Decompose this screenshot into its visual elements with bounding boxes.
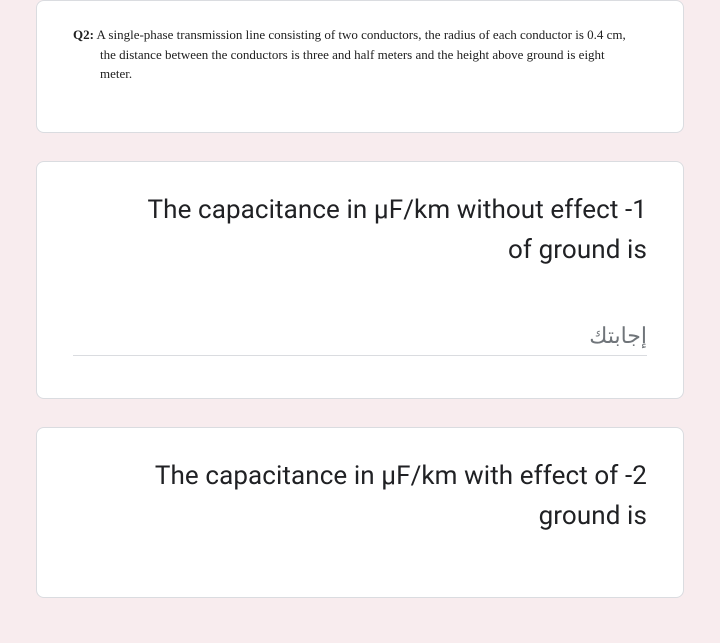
question-1-line-2: of ground is <box>508 235 647 265</box>
problem-card: Q2: A single-phase transmission line con… <box>36 0 684 133</box>
answer-row-1 <box>73 318 647 356</box>
question-2-line-1: The capacitance in μF/km with effect of … <box>155 461 647 491</box>
problem-line-2: the distance between the conductors is t… <box>100 45 647 65</box>
question-1-card: The capacitance in μF/km without effect … <box>36 161 684 400</box>
question-1-text: The capacitance in μF/km without effect … <box>73 190 647 271</box>
question-2-card: The capacitance in μF/km with effect of … <box>36 427 684 598</box>
problem-label: Q2: <box>73 27 94 42</box>
question-2-line-2: ground is <box>539 501 647 531</box>
question-1-line-1: The capacitance in μF/km without effect … <box>148 195 647 225</box>
problem-text: Q2: A single-phase transmission line con… <box>73 25 647 84</box>
problem-line-3: meter. <box>100 64 647 84</box>
problem-line-1: A single-phase transmission line consist… <box>94 27 626 42</box>
question-2-text: The capacitance in μF/km with effect of … <box>73 456 647 537</box>
answer-input-1[interactable] <box>73 318 647 356</box>
